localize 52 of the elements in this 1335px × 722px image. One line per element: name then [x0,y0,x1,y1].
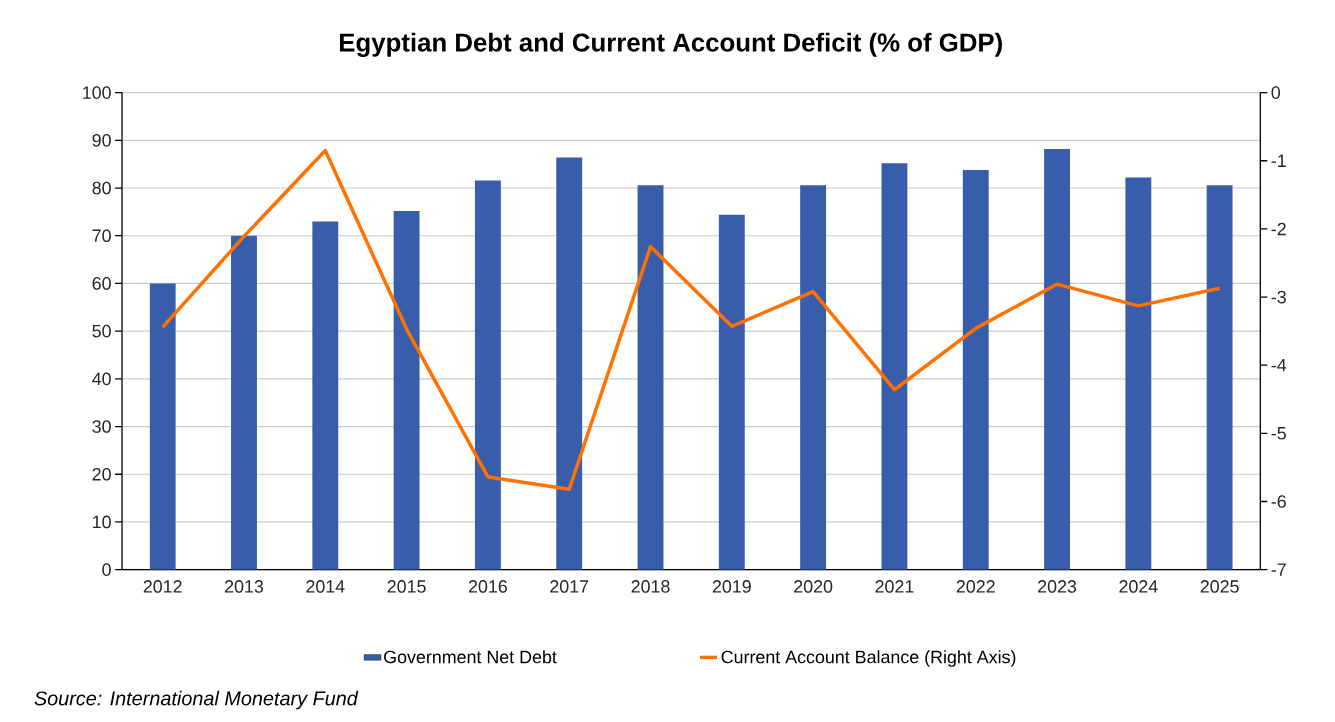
y-tick-label: 100 [83,86,111,99]
bar [556,157,583,570]
x-tick-label: 2022 [956,580,995,593]
x-tick-label: 2017 [550,580,589,593]
line-series [160,148,1222,491]
y-tick-label: 20 [92,467,111,481]
chart-title: Egyptian Debt and Current Account Deficit (% of GDP) [339,32,1002,57]
bar [962,169,989,570]
y2-tick-label: -5 [1271,427,1286,440]
bar [393,210,420,570]
source-note: Source: International Monetary Fund [34,690,359,710]
x-tick-label: 2018 [631,580,670,593]
x-tick-label: 2019 [712,580,751,593]
x-tick-label: 2025 [1200,580,1239,593]
y-tick-label: 90 [92,133,111,147]
y-tick-label: 40 [92,372,111,386]
y2-tick-label: -3 [1271,290,1286,304]
bar [149,283,176,570]
y-tick-label: 10 [93,515,111,529]
bar [637,185,664,570]
y-tick-label: 0 [102,563,111,576]
x-tick-label: 2015 [387,580,426,593]
y2-tick-label: 0 [1271,86,1281,99]
x-tick-label: 2021 [875,580,914,593]
y2-tick-label: -1 [1271,154,1286,167]
y2-tick-label: -7 [1271,563,1286,576]
y2-tick-label: -6 [1271,495,1286,508]
y-tick-label: 70 [92,229,111,243]
bar [1044,148,1070,570]
x-tick-label: 2014 [306,580,345,593]
bar [1206,185,1233,570]
bar [312,221,339,570]
legend-label: Current Account Balance (Right Axis) [721,650,1016,667]
bar [800,185,827,570]
bar [474,180,501,570]
x-tick-label: 2013 [225,580,264,593]
legend-label: Government Net Debt [384,650,557,664]
bar [881,163,908,570]
y2-tick-label: -4 [1271,359,1287,372]
y-tick-label: 30 [92,420,111,433]
x-tick-label: 2016 [468,580,507,593]
y-tick-label: 80 [92,181,111,195]
bar [1125,177,1152,570]
bar [718,214,745,570]
x-tick-label: 2024 [1119,580,1158,593]
x-tick-label: 2020 [794,580,833,593]
y-tick-label: 60 [92,277,111,290]
y2-tick-label: -2 [1271,222,1286,236]
y-tick-label: 50 [92,324,111,338]
x-tick-label: 2012 [143,580,182,593]
x-tick-label: 2023 [1038,580,1077,593]
bar [231,235,257,570]
